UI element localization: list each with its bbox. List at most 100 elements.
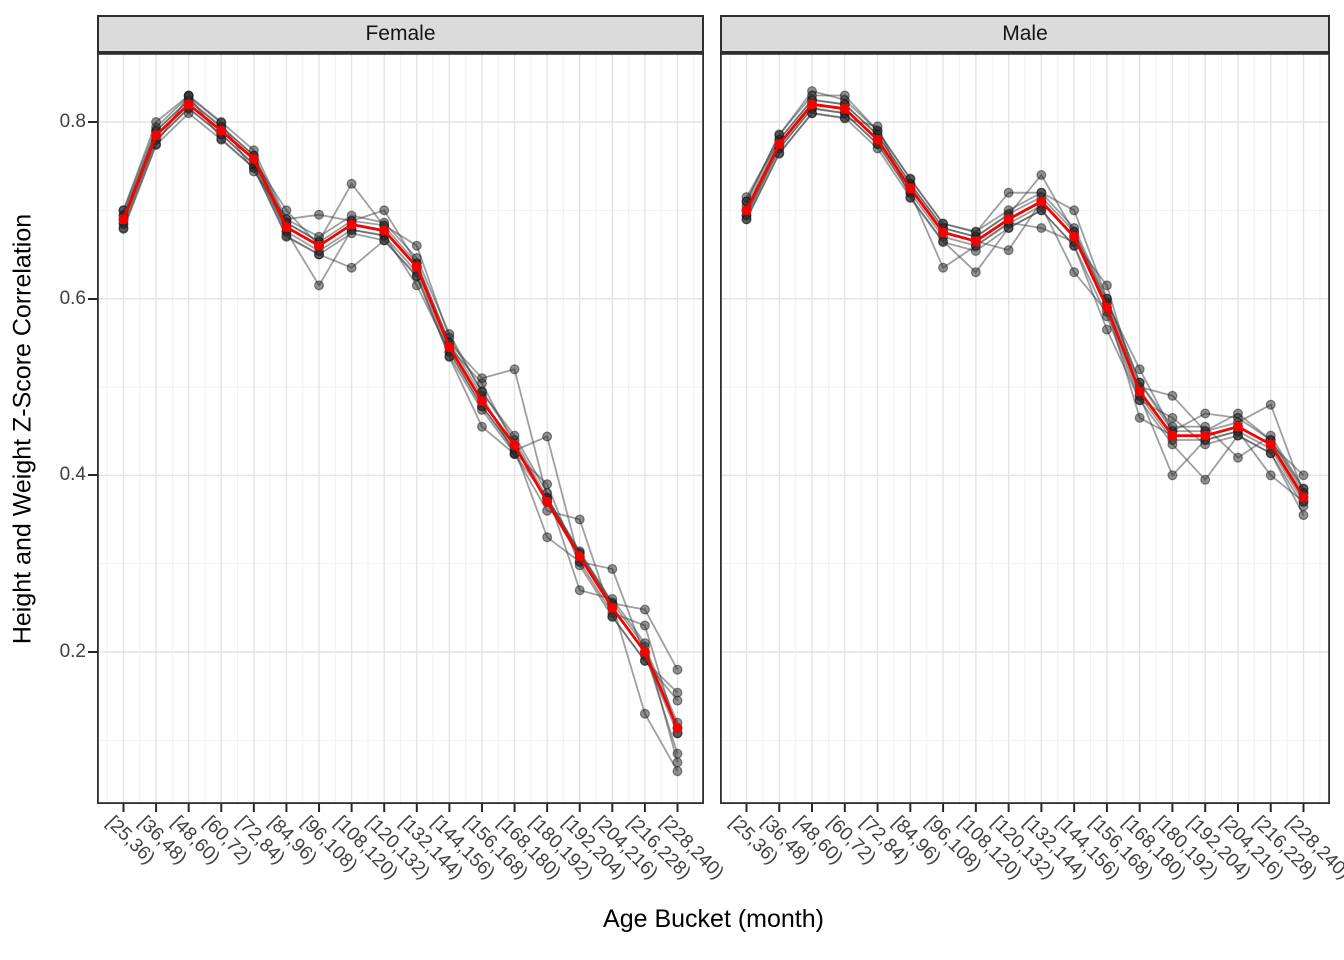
replicate-point: [314, 231, 325, 242]
replicate-point: [509, 430, 520, 441]
mean-point: [216, 125, 227, 136]
replicate-point: [905, 173, 916, 184]
replicate-point: [970, 226, 981, 237]
replicate-point: [346, 210, 357, 221]
mean-point: [476, 396, 487, 407]
mean-series-line: [122, 102, 679, 729]
replicate-series-line: [745, 99, 1305, 494]
panel-border: [719, 52, 1331, 805]
y-tick-mark: [88, 474, 97, 477]
replicate-point: [1265, 430, 1276, 441]
replicate-point: [379, 235, 390, 246]
replicate-point: [346, 178, 357, 189]
mean-point: [151, 130, 162, 141]
replicate-point: [905, 193, 916, 204]
replicate-point: [639, 604, 650, 615]
mean-point: [574, 551, 585, 562]
mean-point: [970, 236, 981, 247]
mean-point: [411, 261, 422, 272]
mean-point: [1003, 214, 1014, 225]
replicate-point: [839, 113, 850, 124]
replicate-point: [1200, 474, 1211, 485]
mean-point: [1200, 430, 1211, 441]
replicate-point: [574, 585, 585, 596]
replicate-point: [1200, 439, 1211, 450]
panel-border: [96, 52, 705, 805]
replicate-point: [1036, 187, 1047, 198]
replicate-point: [314, 249, 325, 260]
replicate-series-line: [122, 99, 679, 772]
replicate-point: [741, 214, 752, 225]
replicate-point: [1003, 245, 1014, 256]
mean-point: [1069, 231, 1080, 242]
replicate-point: [1298, 470, 1309, 481]
panel-female: [96, 52, 705, 812]
replicate-point: [379, 205, 390, 216]
x-axis-title: Age Bucket (month): [603, 905, 824, 933]
replicate-point: [509, 364, 520, 375]
replicate-point: [1167, 390, 1178, 401]
replicate-point: [1232, 430, 1243, 441]
facet-strip-label: Male: [1002, 22, 1048, 45]
mean-point: [774, 139, 785, 150]
replicate-point: [1232, 408, 1243, 419]
replicate-point: [807, 90, 818, 101]
replicate-point: [542, 532, 553, 543]
replicate-point: [1036, 205, 1047, 216]
y-tick-label: 0.6: [59, 287, 86, 309]
replicate-point: [1003, 205, 1014, 216]
mean-point: [118, 214, 129, 225]
y-tick-label: 0.4: [59, 464, 86, 486]
mean-point: [183, 99, 194, 110]
replicate-point: [1298, 501, 1309, 512]
replicate-point: [607, 564, 618, 575]
replicate-point: [1101, 324, 1112, 335]
replicate-point: [1003, 187, 1014, 198]
panel-male: [719, 52, 1331, 812]
facet-strip-male: Male: [720, 15, 1330, 53]
replicate-point: [346, 262, 357, 273]
replicate-point: [1298, 510, 1309, 521]
mean-point: [1167, 430, 1178, 441]
replicate-point: [281, 205, 292, 216]
replicate-point: [1134, 412, 1145, 423]
mean-point: [1036, 196, 1047, 207]
mean-point: [938, 227, 949, 238]
mean-point: [741, 205, 752, 216]
facet-strip-female: Female: [97, 15, 704, 53]
y-tick-label: 0.2: [59, 640, 86, 662]
mean-point: [839, 103, 850, 114]
mean-point: [1232, 421, 1243, 432]
y-tick-mark: [88, 650, 97, 653]
replicate-point: [1232, 452, 1243, 463]
y-tick-mark: [88, 120, 97, 123]
mean-point: [807, 99, 818, 110]
mean-point: [379, 225, 390, 236]
replicate-point: [411, 240, 422, 251]
mean-point: [1101, 302, 1112, 313]
replicate-point: [672, 695, 683, 706]
y-tick-mark: [88, 297, 97, 300]
replicate-series-line: [745, 94, 1305, 490]
replicate-point: [1069, 267, 1080, 278]
replicate-point: [1003, 223, 1014, 234]
replicate-series-line: [745, 112, 1305, 507]
replicate-point: [938, 262, 949, 273]
replicate-point: [314, 280, 325, 291]
replicate-point: [542, 431, 553, 442]
replicate-point: [639, 620, 650, 631]
replicate-point: [1265, 399, 1276, 410]
replicate-point: [672, 766, 683, 777]
replicate-point: [118, 223, 129, 234]
replicate-point: [774, 129, 785, 140]
replicate-point: [970, 246, 981, 257]
replicate-point: [970, 267, 981, 278]
replicate-point: [476, 421, 487, 432]
replicate-series-line: [122, 94, 679, 702]
replicate-point: [1036, 223, 1047, 234]
mean-point: [542, 496, 553, 507]
mean-point: [607, 602, 618, 613]
replicate-point: [314, 209, 325, 220]
mean-series-line: [745, 102, 1305, 499]
